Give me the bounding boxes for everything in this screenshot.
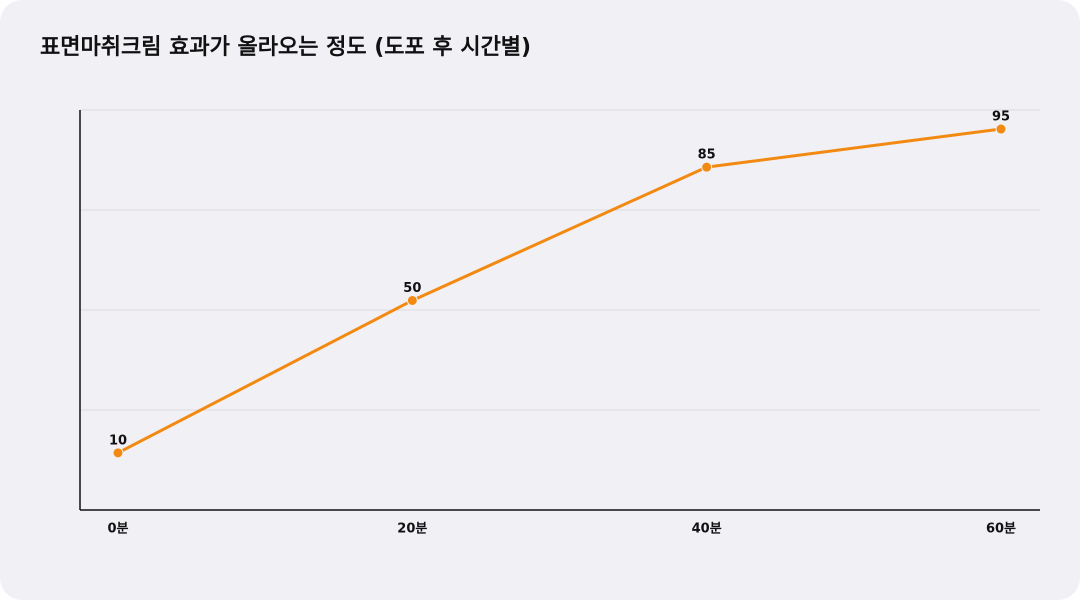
point <box>112 447 124 459</box>
x-tick-label: 60분 <box>986 522 1016 537</box>
point <box>995 123 1007 135</box>
line <box>117 127 1002 455</box>
x-tick-label: 40분 <box>692 522 722 537</box>
data-label: 50 <box>403 281 421 296</box>
data-label: 10 <box>109 433 127 448</box>
data-label: 85 <box>698 148 716 163</box>
chart-title: 표면마취크림 효과가 올라오는 정도 (도포 후 시간별) <box>40 35 531 60</box>
point <box>406 294 418 306</box>
data-label: 95 <box>992 110 1010 125</box>
x-tick-label: 0분 <box>107 522 128 537</box>
x-tick-label: 20분 <box>397 522 427 537</box>
point <box>701 161 713 173</box>
